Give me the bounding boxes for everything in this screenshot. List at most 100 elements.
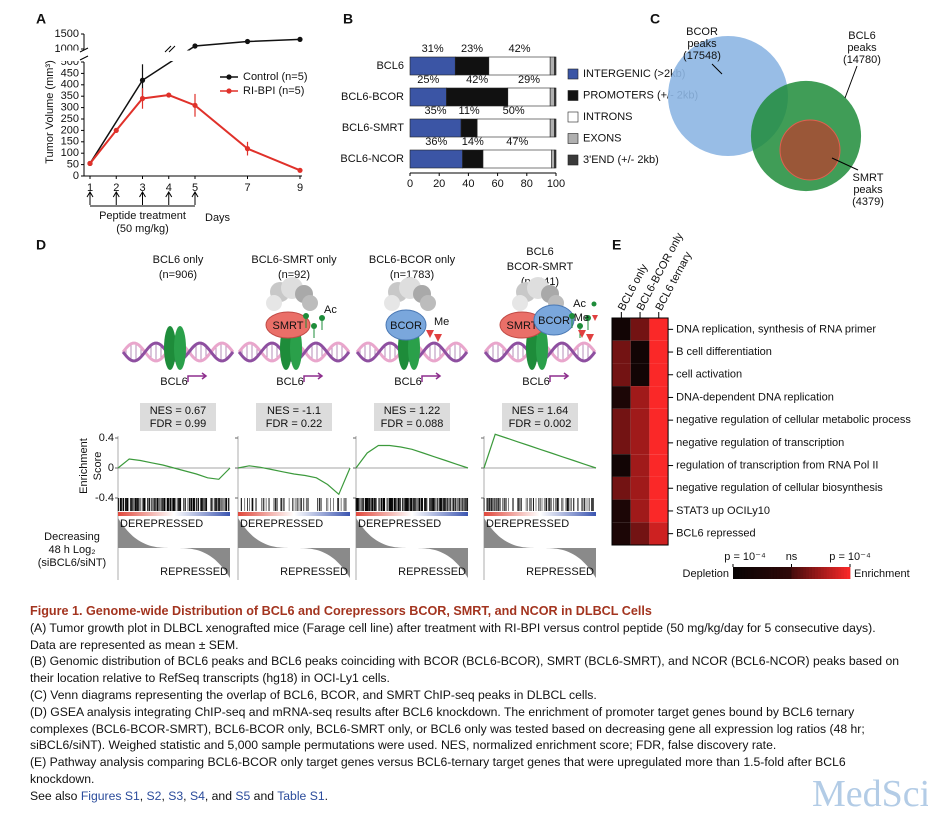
- colorbar-step: [738, 567, 743, 579]
- colorbar-step: [794, 567, 798, 579]
- x-tick-label: 4: [166, 182, 172, 194]
- figure-link[interactable]: Figures S1: [80, 788, 140, 803]
- y-axis-label: Enrichment: [78, 438, 90, 494]
- legend-label: Depletion: [683, 568, 729, 580]
- colorbar-step: [779, 567, 784, 579]
- tss-arrow: [421, 372, 442, 382]
- bar-segment: [446, 87, 509, 107]
- value-label: 35%: [425, 105, 447, 117]
- hit-barcode: [240, 498, 347, 511]
- panel-label: D: [36, 237, 46, 253]
- diagram-label: BCL6: [160, 376, 188, 388]
- colorbar-step: [800, 567, 804, 579]
- colorbar-tick-label: p = 10⁻⁴: [829, 551, 871, 563]
- panel-title: BCL6-SMRT only: [251, 254, 337, 266]
- legend-label: RI-BPI (n=5): [243, 85, 304, 97]
- bar-segment: [476, 118, 551, 138]
- data-point: [166, 92, 172, 98]
- bar-segment: [551, 149, 555, 169]
- colorbar-step: [733, 567, 737, 579]
- legend-label: INTERGENIC (>2kb): [583, 68, 685, 80]
- treatment-arrowhead: [165, 191, 173, 198]
- heatmap-cell: [612, 408, 631, 432]
- data-point: [244, 38, 251, 45]
- colorbar-tick-label: p = 10⁻⁴: [724, 551, 766, 563]
- bar-segment: [488, 56, 551, 76]
- bar-segment: [409, 56, 456, 76]
- hit-barcode: [117, 498, 230, 511]
- figure-link[interactable]: S5: [235, 788, 251, 803]
- bcl6-protein: [164, 326, 176, 370]
- caption-paragraph: (D) GSEA analysis integrating ChIP-seq a…: [30, 704, 865, 753]
- diagram-label: BCL6: [522, 376, 550, 388]
- diagram-label: BCL6: [276, 376, 304, 388]
- colorbar-step: [744, 567, 749, 579]
- acetyl-mark: [591, 301, 597, 307]
- heatmap-cell: [612, 318, 631, 341]
- repressed-label: REPRESSED: [160, 566, 228, 578]
- colorbar-step: [841, 567, 845, 579]
- corepressor-subunit: [302, 295, 318, 311]
- fdr-label: FDR = 0.088: [381, 418, 444, 430]
- rank-label: 48 h Log₂: [48, 544, 95, 556]
- figure-link[interactable]: Table S1: [277, 788, 325, 803]
- derepressed-label: DEREPRESSED: [240, 518, 323, 530]
- hit-barcode: [355, 498, 469, 511]
- y-tick-label: 100: [61, 147, 79, 159]
- caption-text: ,: [161, 788, 169, 803]
- panel-label: A: [36, 11, 46, 27]
- diagram-label: BCL6: [394, 376, 422, 388]
- x-tick-label: 20: [433, 178, 445, 190]
- panel-title: (n=92): [278, 269, 310, 281]
- caption-paragraph: (A) Tumor growth plot in DLBCL xenograft…: [30, 620, 876, 652]
- colorbar-step: [782, 567, 787, 579]
- corepressor-subunit: [420, 295, 436, 311]
- bar-segment: [460, 118, 478, 138]
- venn-count: (17548): [683, 50, 721, 62]
- legend-swatch: [567, 154, 579, 166]
- heatmap-cell: [630, 522, 650, 545]
- y-tick-label: 450: [61, 67, 79, 79]
- venn-label: SMRT: [853, 172, 884, 184]
- caption-text: See also: [30, 788, 81, 803]
- tss-arrow: [549, 372, 570, 382]
- heatmap-cell: [630, 454, 650, 477]
- x-tick-label: 3: [139, 182, 145, 194]
- acetyl-mark: [319, 315, 325, 321]
- row-label: B cell differentiation: [676, 346, 772, 358]
- y-tick-label: 400: [61, 79, 79, 91]
- value-label: 14%: [462, 136, 484, 148]
- repressed-label: REPRESSED: [398, 566, 466, 578]
- legend-label: Control (n=5): [243, 71, 308, 83]
- figure-link[interactable]: S2: [146, 788, 162, 803]
- colorbar-step: [750, 567, 754, 579]
- diagram-label: Ac: [573, 298, 586, 310]
- repressed-label: REPRESSED: [280, 566, 348, 578]
- colorbar-step: [791, 567, 795, 579]
- colorbar-step: [759, 567, 763, 579]
- row-label: negative regulation of cellular metaboli…: [676, 414, 911, 426]
- y-tick-label: 0: [73, 170, 79, 182]
- category-label: BCL6-BCOR: [341, 91, 404, 103]
- colorbar-step: [771, 567, 775, 579]
- colorbar-step: [773, 567, 778, 579]
- colorbar-step: [756, 567, 760, 579]
- nes-label: NES = 0.67: [150, 405, 207, 417]
- value-label: 31%: [422, 43, 444, 55]
- heatmap-cell: [612, 431, 631, 455]
- colorbar-step: [747, 567, 751, 579]
- figure-link[interactable]: S3: [168, 788, 184, 803]
- heatmap-cell: [649, 318, 669, 341]
- x-tick-label: 5: [192, 182, 198, 194]
- rank-strip: [356, 512, 468, 516]
- panel-title: BCL6 only: [153, 254, 204, 266]
- colorbar-step: [785, 567, 789, 579]
- figure-link[interactable]: S4: [189, 788, 205, 803]
- ranked-list: [238, 518, 350, 578]
- leader-line: [711, 63, 723, 75]
- smrt-protein: [265, 311, 311, 339]
- methyl-mark: [426, 330, 442, 342]
- data-point: [139, 77, 146, 83]
- heatmap-cell: [630, 408, 650, 432]
- ranked-list: [118, 518, 230, 578]
